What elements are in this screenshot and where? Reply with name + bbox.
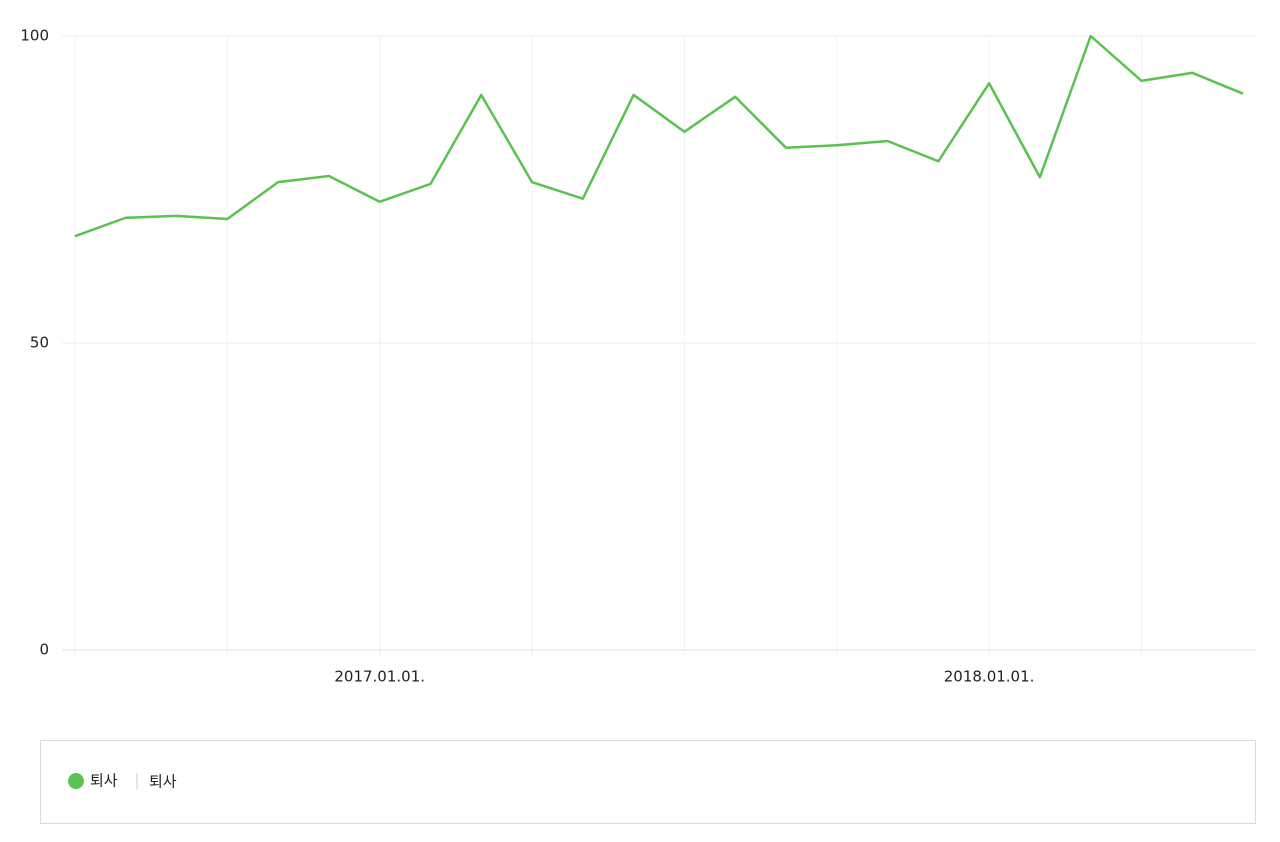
y-tick-label: 50 bbox=[30, 334, 49, 352]
y-tick-label: 0 bbox=[39, 641, 49, 659]
line-series bbox=[74, 34, 1244, 238]
y-tick-label: 100 bbox=[20, 27, 49, 45]
legend-label: 퇴사 bbox=[90, 772, 118, 790]
legend-keyword: 퇴사 bbox=[149, 773, 177, 791]
x-tick-label: 2017.01.01. bbox=[334, 668, 425, 686]
legend-marker bbox=[68, 773, 84, 789]
legend-box bbox=[40, 740, 1256, 824]
x-tick-label: 2018.01.01. bbox=[944, 668, 1035, 686]
